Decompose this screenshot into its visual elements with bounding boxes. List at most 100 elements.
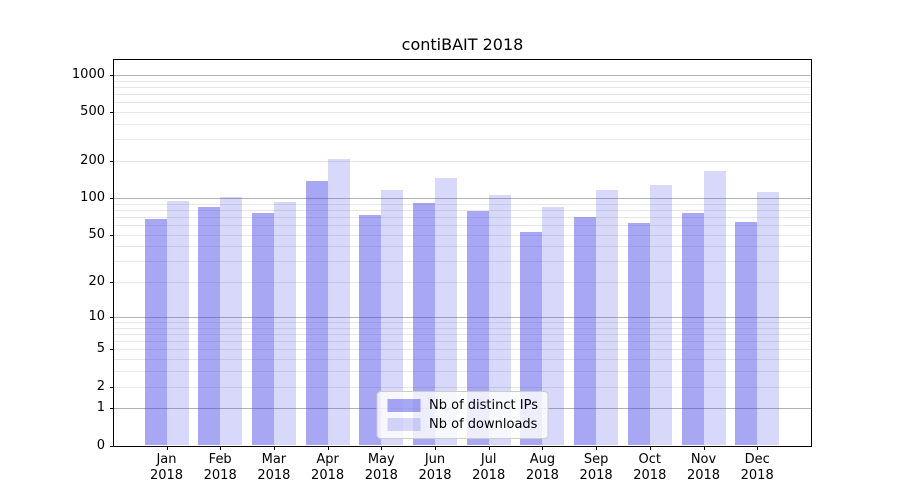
- y-tick-label: 50: [88, 226, 105, 242]
- x-tick-mark: [649, 446, 651, 450]
- x-tick-label: May 2018: [364, 452, 398, 483]
- x-tick-mark: [381, 446, 383, 450]
- minor-gridline: [114, 282, 811, 284]
- legend-label-downloads: Nb of downloads: [429, 417, 538, 432]
- minor-gridline: [114, 341, 811, 343]
- minor-gridline: [114, 246, 811, 248]
- x-tick-mark: [220, 446, 222, 450]
- y-tick-label: 10: [88, 308, 105, 324]
- minor-gridline: [114, 386, 811, 388]
- minor-gridline: [114, 333, 811, 335]
- y-tick-label: 100: [80, 189, 105, 205]
- x-tick-mark: [327, 446, 329, 450]
- x-tick-mark: [435, 446, 436, 450]
- minor-gridline: [114, 80, 811, 82]
- legend: Nb of distinct IPs Nb of downloads: [376, 391, 549, 439]
- x-tick-label: Jun 2018: [418, 452, 452, 483]
- minor-gridline: [114, 327, 811, 329]
- bar-downloads-jan: [166, 200, 189, 446]
- minor-gridline: [114, 322, 811, 323]
- bar-downloads-sep: [596, 189, 619, 446]
- bar-ips-dec: [735, 222, 758, 446]
- bar-downloads-dec: [757, 191, 780, 446]
- bar-ips-oct: [627, 223, 650, 446]
- x-tick-mark: [703, 446, 705, 450]
- y-tick-label: 0: [96, 437, 105, 453]
- x-tick-label: Feb 2018: [203, 452, 237, 483]
- minor-gridline: [114, 203, 811, 205]
- y-tick-mark: [110, 349, 114, 351]
- bar-ips-nov: [681, 212, 704, 446]
- x-tick-label: Apr 2018: [311, 452, 345, 483]
- x-tick-label: Jan 2018: [149, 452, 184, 483]
- x-tick-mark: [757, 446, 759, 450]
- x-tick-mark: [166, 446, 168, 450]
- bar-ips-jan: [144, 219, 167, 446]
- minor-gridline: [114, 371, 811, 373]
- bar-ips-jun: [413, 202, 435, 446]
- minor-gridline: [114, 86, 811, 88]
- plot-area: Nb of distinct IPs Nb of downloads: [113, 59, 812, 447]
- y-tick-mark: [110, 316, 114, 318]
- x-tick-mark: [596, 446, 598, 450]
- minor-gridline: [114, 234, 811, 236]
- y-tick-mark: [110, 386, 114, 388]
- legend-swatch-downloads-icon: [387, 418, 421, 431]
- minor-gridline: [114, 94, 811, 96]
- bar-ips-feb: [198, 206, 221, 446]
- x-tick-label: Aug 2018: [525, 452, 559, 483]
- minor-gridline: [114, 349, 811, 351]
- minor-gridline: [114, 139, 811, 141]
- x-tick-mark: [488, 446, 490, 450]
- legend-item-downloads: Nb of downloads: [387, 417, 538, 432]
- legend-item-distinct-ips: Nb of distinct IPs: [387, 398, 538, 413]
- bar-ips-jul: [466, 211, 489, 446]
- minor-gridline: [114, 161, 811, 163]
- bar-ips-sep: [574, 216, 597, 446]
- y-tick-label: 20: [88, 274, 105, 290]
- bar-downloads-jun: [435, 177, 457, 446]
- x-tick-mark: [542, 446, 544, 450]
- minor-gridline: [114, 102, 811, 104]
- minor-gridline: [114, 225, 811, 226]
- y-tick-mark: [110, 445, 114, 447]
- y-tick-mark: [110, 197, 114, 199]
- legend-label-distinct-ips: Nb of distinct IPs: [429, 398, 538, 413]
- y-tick-mark: [110, 161, 114, 163]
- minor-gridline: [114, 216, 811, 218]
- bar-downloads-nov: [703, 170, 726, 446]
- x-tick-mark: [273, 446, 275, 450]
- x-tick-label: Sep 2018: [579, 452, 613, 483]
- bar-ips-apr: [305, 180, 328, 446]
- y-tick-label: 500: [80, 104, 105, 120]
- y-tick-mark: [110, 112, 114, 114]
- x-tick-label: Oct 2018: [633, 452, 667, 483]
- bar-ips-mar: [251, 212, 274, 446]
- y-tick-mark: [110, 282, 114, 284]
- bar-downloads-feb: [220, 197, 243, 446]
- major-gridline: [114, 316, 811, 318]
- minor-gridline: [114, 261, 811, 263]
- bar-downloads-aug: [542, 207, 565, 446]
- major-gridline: [114, 74, 811, 76]
- major-gridline: [114, 197, 811, 199]
- bar-downloads-jul: [488, 194, 511, 446]
- x-tick-label: Jul 2018: [472, 452, 506, 483]
- minor-gridline: [114, 124, 811, 125]
- minor-gridline: [114, 359, 811, 361]
- bar-downloads-mar: [273, 202, 296, 446]
- y-tick-mark: [110, 408, 114, 410]
- x-tick-label: Mar 2018: [257, 452, 291, 483]
- y-tick-label: 200: [80, 153, 105, 169]
- legend-swatch-ips-icon: [387, 399, 421, 412]
- y-tick-label: 5: [96, 341, 105, 357]
- y-tick-label: 2: [96, 378, 105, 394]
- minor-gridline: [114, 209, 811, 211]
- y-tick-label: 1: [96, 400, 105, 416]
- bar-ips-may: [359, 215, 382, 446]
- bar-downloads-may: [381, 189, 404, 446]
- y-tick-mark: [110, 234, 114, 236]
- bar-downloads-oct: [649, 185, 672, 446]
- y-tick-mark: [110, 74, 114, 76]
